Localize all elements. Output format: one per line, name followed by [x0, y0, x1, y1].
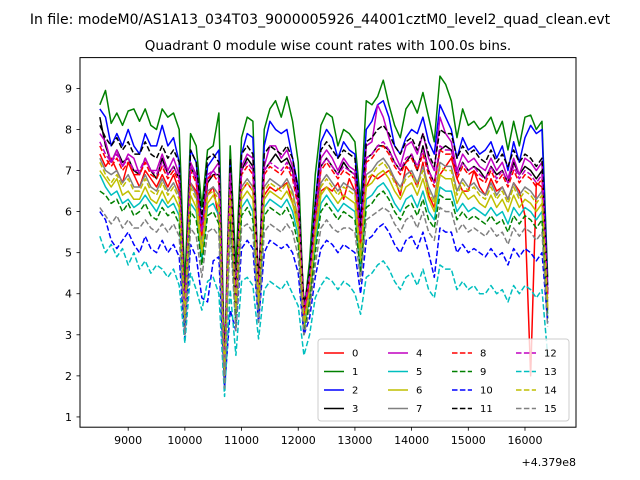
legend-label-13: 13 — [544, 367, 557, 378]
legend-label-8: 8 — [480, 349, 486, 360]
legend-label-0: 0 — [352, 349, 358, 360]
x-tick-label: 11000 — [224, 434, 259, 447]
series-line-15 — [99, 206, 549, 389]
series-line-8 — [99, 145, 549, 373]
x-tick-label: 16000 — [507, 434, 542, 447]
x-tick-label: 12000 — [281, 434, 316, 447]
y-tick-label: 5 — [65, 247, 72, 260]
legend-label-1: 1 — [352, 367, 358, 378]
series-line-13 — [99, 235, 549, 398]
plot-area — [99, 75, 549, 398]
legend-label-3: 3 — [352, 404, 358, 415]
series-line-14 — [99, 161, 549, 377]
series-line-10 — [99, 211, 549, 389]
series-line-5 — [99, 174, 549, 385]
legend-label-4: 4 — [416, 349, 422, 360]
y-tick-label: 8 — [65, 123, 72, 136]
series-line-11 — [99, 124, 549, 369]
series-line-6 — [99, 169, 549, 381]
legend-label-7: 7 — [416, 404, 422, 415]
x-tick-label: 14000 — [394, 434, 429, 447]
y-axis: 1 2 3 4 5 6 7 8 9 — [65, 82, 80, 424]
series-line-9 — [99, 190, 549, 385]
legend-label-2: 2 — [352, 386, 358, 397]
y-tick-label: 1 — [65, 411, 72, 424]
legend-label-12: 12 — [544, 349, 557, 360]
x-tick-label: 9000 — [114, 434, 142, 447]
x-tick-label: 10000 — [167, 434, 202, 447]
series-line-0 — [99, 153, 549, 377]
legend-label-5: 5 — [416, 367, 422, 378]
series-line-2 — [99, 99, 549, 377]
legend-box — [317, 338, 570, 422]
series-line-12 — [99, 141, 549, 373]
series-line-4 — [99, 104, 549, 373]
y-tick-label: 6 — [65, 206, 72, 219]
legend-label-15: 15 — [544, 404, 557, 415]
x-tick-label: 15000 — [451, 434, 486, 447]
legend-label-6: 6 — [416, 386, 422, 397]
x-tick-label: 13000 — [337, 434, 372, 447]
chart-title: Quadrant 0 module wise count rates with … — [145, 38, 511, 54]
legend-label-10: 10 — [480, 386, 493, 397]
y-tick-label: 4 — [65, 288, 72, 301]
x-axis: 9000 10000 11000 12000 13000 14000 15000 16000 — [114, 427, 542, 447]
legend-label-14: 14 — [544, 386, 557, 397]
legend-label-11: 11 — [480, 404, 493, 415]
axes-frame — [79, 57, 577, 428]
series-line-1 — [99, 75, 549, 365]
y-tick-label: 2 — [65, 370, 72, 383]
y-tick-label: 9 — [65, 82, 72, 95]
figure-suptitle: In file: modeM0/AS1A13_034T03_9000005926… — [30, 12, 611, 28]
y-tick-label: 7 — [65, 165, 72, 178]
x-offset-label: +4.379e8 — [522, 456, 576, 469]
y-tick-label: 3 — [65, 329, 72, 342]
series-line-7 — [99, 157, 549, 377]
legend-label-9: 9 — [480, 367, 486, 378]
